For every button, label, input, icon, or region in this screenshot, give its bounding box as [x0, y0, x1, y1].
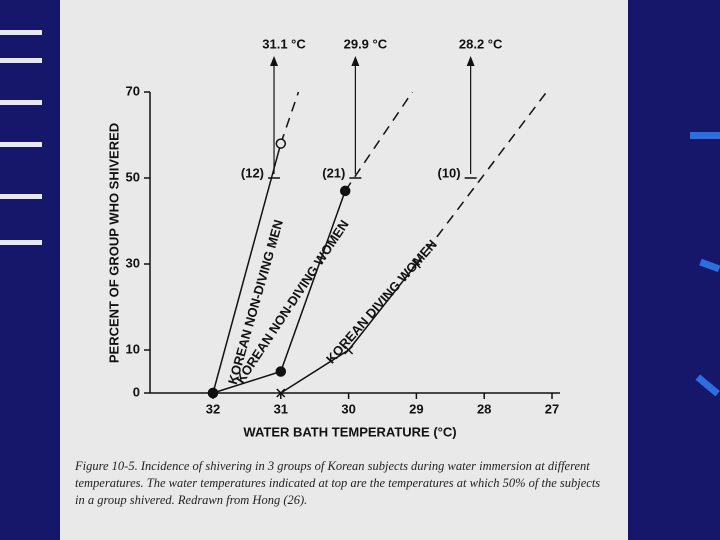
marker-x: [411, 259, 421, 269]
caption: Figure 10-5. Incidence of shivering in 3…: [75, 459, 601, 507]
marker-circle: [275, 138, 287, 149]
series-line: [212, 143, 282, 394]
arrow-head: [466, 56, 475, 66]
scan-page: [60, 0, 628, 540]
y-axis-title: PERCENT OF GROUP WHO SHIVERED: [106, 123, 121, 363]
extrapolation: [280, 91, 300, 144]
x-tick-label: 29: [409, 401, 423, 416]
n-label: (10): [438, 165, 461, 180]
arrow-head: [351, 56, 360, 66]
y-tick-label: 0: [133, 384, 140, 399]
fifty-label: 28.2 °C: [459, 36, 503, 51]
x-tick-label: 30: [341, 401, 355, 416]
x-axis-title: WATER BATH TEMPERATURE (°C): [243, 424, 456, 439]
marker-circle: [207, 387, 219, 399]
n-label: (12): [241, 165, 264, 180]
right-decoration: [690, 132, 720, 397]
fifty-label: 29.9 °C: [344, 36, 388, 51]
y-tick-label: 70: [126, 83, 140, 98]
marker-x: [344, 345, 354, 355]
x-tick-label: 27: [545, 401, 559, 416]
n-label: (21): [322, 165, 345, 180]
marker-circle: [339, 185, 351, 197]
x-tick-label: 32: [206, 401, 220, 416]
fifty-label: 31.1 °C: [262, 36, 306, 51]
x-tick-label: 28: [477, 401, 491, 416]
extrapolation: [415, 91, 548, 265]
y-tick-label: 50: [126, 169, 140, 184]
marker-x: [276, 388, 286, 398]
y-tick-label: 30: [126, 255, 140, 270]
marker-circle: [275, 366, 287, 377]
extrapolation: [344, 91, 413, 192]
left-decoration: [0, 30, 42, 245]
x-tick-label: 31: [274, 401, 288, 416]
y-tick-label: 10: [126, 341, 140, 356]
arrow-head: [270, 56, 279, 66]
